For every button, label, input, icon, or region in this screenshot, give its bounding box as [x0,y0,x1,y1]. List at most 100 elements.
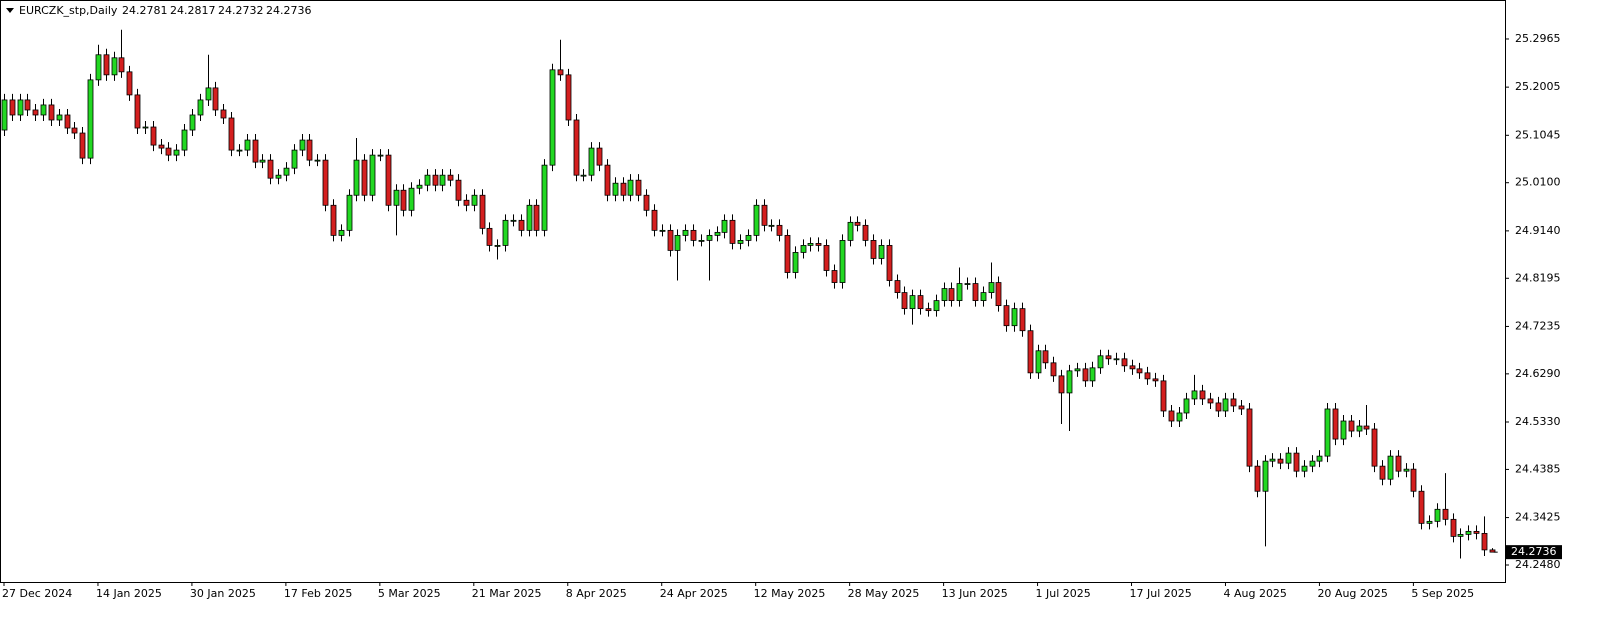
candle-body [1238,405,1245,410]
candle-body [1113,358,1120,361]
candle-body [87,79,94,159]
candle-body [1152,378,1159,382]
candle-body [1230,398,1237,407]
candle-body [95,54,102,81]
candle-body [1222,398,1229,412]
candle-body [306,139,313,161]
candle-body [369,154,376,196]
candle-body [1457,533,1464,537]
candle-body [471,194,478,206]
candle-body [1129,365,1136,370]
candle-body [1262,460,1269,492]
candle-body [800,245,807,253]
candle-body [948,288,955,302]
candle-body [596,147,603,166]
candle-body [1285,452,1292,464]
candle-body [1082,368,1089,382]
candle-body [228,117,235,151]
candle-body [972,283,979,302]
y-tick-label: 24.6290 [1515,367,1561,380]
candle-body [909,295,916,310]
candle-body [48,104,55,121]
candle-body [181,129,188,151]
candle-body [1277,458,1284,464]
candle-body [878,245,885,259]
candle-body [1097,355,1104,369]
menu-triangle[interactable] [6,8,14,13]
candle-body [1089,367,1096,382]
candle-body [56,114,63,121]
candle-body [1473,530,1480,534]
candle-body [518,219,525,231]
x-tick-label: 28 May 2025 [848,587,920,600]
candle-body [1160,380,1167,412]
candle-body [643,194,650,211]
y-tick-label: 24.5330 [1515,415,1561,428]
candle-body [1324,408,1331,457]
candle-body [205,87,212,101]
candle-body [1066,370,1073,394]
candle-body [823,245,830,271]
candle-body [886,245,893,281]
candle-body [173,149,180,156]
y-tick-label: 24.7235 [1515,319,1561,332]
candle-body [408,187,415,211]
candle-body [299,139,306,151]
y-tick-label: 24.3425 [1515,511,1561,524]
candle-body [674,234,681,251]
chart-title: EURCZK_stp,Daily [19,4,118,17]
candle-body [1426,520,1433,524]
candle-body [761,204,768,226]
candle-body [252,139,259,163]
candle-body [1058,375,1065,394]
candle-body [1168,410,1175,422]
candle-body [651,209,658,231]
candle-body [901,292,908,310]
candle-body [142,126,149,129]
y-tick-label: 25.2965 [1515,32,1561,45]
candle-body [236,149,243,152]
candle-body [1379,465,1386,480]
candle-body [17,99,24,116]
candle-body [1176,412,1183,422]
x-tick-label: 4 Aug 2025 [1223,587,1286,600]
candle-body [1105,355,1112,360]
candle-body [620,182,627,196]
candle-body [956,283,963,302]
candle-body [612,182,619,196]
candle-body [424,174,431,186]
candle-body [79,132,86,159]
candle-body [1191,390,1198,400]
candle-body [314,159,321,162]
candle-body [1183,398,1190,414]
candle-body [925,308,932,312]
candle-body [627,179,634,196]
candle-body [964,283,971,285]
y-tick-label: 24.2480 [1515,558,1561,571]
candle-body [486,227,493,246]
price-label: 24.2736 [1511,545,1557,558]
candle-body [737,240,744,244]
candle-body [275,174,282,179]
candle-body [690,229,697,241]
candle-body [541,164,548,231]
candle-body [150,126,157,146]
candle-body [1403,468,1410,472]
candle-body [1269,458,1276,462]
candle-body [447,174,454,181]
candle-body [1481,532,1488,551]
candle-body [126,71,133,96]
plot-frame [0,0,1506,583]
candle-body [1027,330,1034,374]
candle-body [776,224,783,236]
candle-body [1,99,8,131]
candle-body [283,167,290,176]
candle-body [189,114,196,131]
candle-body [103,54,110,76]
candle-body [24,99,31,111]
candle-body [165,147,172,156]
candle-body [510,219,517,222]
x-tick-label: 1 Jul 2025 [1036,587,1091,600]
y-tick-label: 25.1045 [1515,128,1561,141]
candle-body [71,127,78,134]
